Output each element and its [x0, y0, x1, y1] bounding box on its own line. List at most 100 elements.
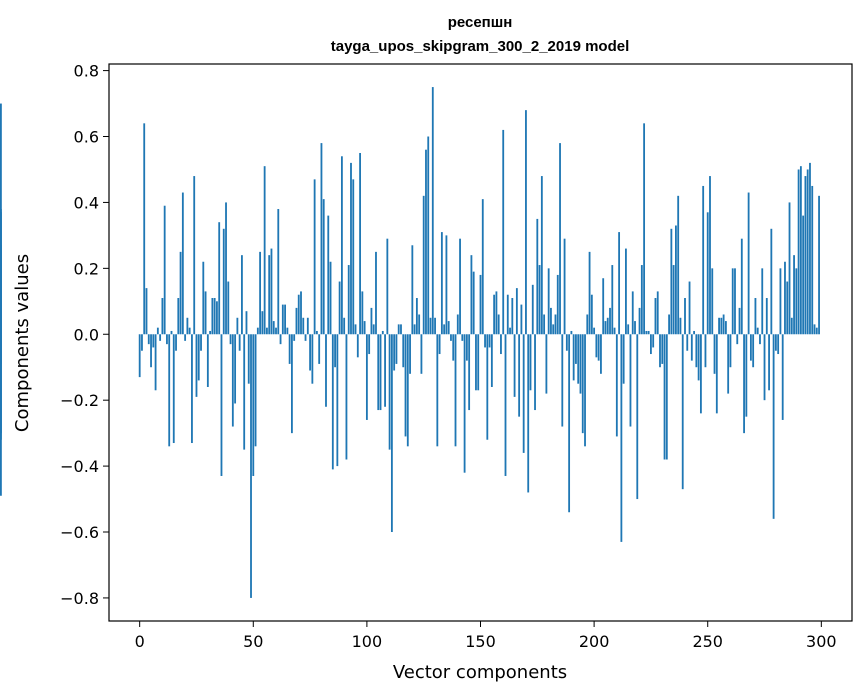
bar-151 — [481, 199, 484, 335]
bar-143 — [463, 334, 466, 473]
bar-178 — [543, 314, 546, 335]
bar-5 — [150, 334, 152, 368]
bar-296 — [811, 185, 814, 335]
bar-280 — [774, 334, 777, 351]
bar-6 — [152, 334, 155, 348]
bar-69 — [295, 307, 298, 335]
bar-282 — [779, 268, 782, 335]
bar-23 — [191, 334, 193, 444]
bar-237 — [677, 195, 680, 335]
bar-216 — [629, 334, 632, 427]
bar-46 — [243, 334, 246, 450]
chart-title: ресепшн — [448, 14, 513, 31]
bar-139 — [454, 334, 457, 447]
bar-2 — [143, 123, 146, 335]
bar-241 — [686, 334, 689, 351]
bar-262 — [734, 268, 736, 335]
bar-31 — [209, 330, 212, 335]
bar-239 — [681, 334, 684, 490]
bar-101 — [368, 334, 371, 355]
bar-196 — [584, 334, 586, 447]
bar-80 — [320, 143, 323, 335]
bar-169 — [522, 334, 525, 453]
bar-201 — [595, 334, 598, 358]
bar-253 — [713, 334, 716, 374]
bar-90 — [343, 317, 346, 335]
bar-141 — [459, 238, 461, 335]
bar-93 — [350, 162, 352, 335]
bar-79 — [318, 334, 321, 364]
bar-277 — [768, 334, 770, 391]
bar-37 — [222, 228, 225, 335]
bar-202 — [597, 334, 600, 361]
bar-94 — [352, 179, 355, 335]
x-tick-label: 150 — [465, 632, 496, 651]
bar-225 — [650, 334, 652, 355]
bar-98 — [361, 291, 364, 335]
bar-77 — [313, 179, 316, 335]
bar-115 — [400, 324, 402, 335]
bar-231 — [663, 334, 666, 460]
bar-220 — [638, 307, 641, 335]
bar-135 — [445, 235, 448, 335]
bar-126 — [425, 149, 427, 335]
bar-200 — [593, 327, 596, 335]
x-tick-label: 100 — [352, 632, 383, 651]
bar-50 — [252, 334, 255, 476]
bar-168 — [520, 304, 523, 335]
bar-108 — [384, 334, 386, 407]
bar-33 — [213, 298, 216, 335]
bar-124 — [420, 334, 423, 374]
bar-125 — [422, 195, 425, 335]
bar-236 — [675, 225, 677, 335]
bar-105 — [377, 334, 380, 411]
bar-187 — [563, 238, 566, 335]
bar-255 — [718, 317, 720, 335]
bar-227 — [654, 298, 657, 335]
bar-83 — [327, 215, 330, 335]
bar-149 — [477, 334, 480, 391]
bar-261 — [731, 268, 734, 335]
bar-58 — [270, 248, 273, 335]
bar-233 — [668, 314, 670, 335]
bar-3 — [145, 288, 148, 335]
bar-251 — [709, 176, 711, 335]
bar-208 — [611, 265, 614, 335]
bar-100 — [365, 334, 368, 420]
bar-167 — [518, 334, 521, 417]
bar-173 — [531, 284, 534, 335]
bar-102 — [370, 307, 373, 335]
bar-226 — [652, 334, 655, 348]
bar-206 — [606, 317, 609, 335]
bar-55 — [263, 166, 266, 335]
bar-229 — [659, 334, 661, 368]
bar-106 — [379, 334, 382, 411]
bar-162 — [506, 294, 509, 335]
bar-198 — [588, 251, 591, 335]
bar-238 — [679, 317, 682, 335]
bar-146 — [470, 255, 473, 335]
bar-75 — [309, 334, 311, 371]
bar-245 — [695, 334, 698, 368]
bar-222 — [643, 123, 646, 335]
bar-172 — [529, 334, 532, 391]
bar-111 — [390, 334, 393, 533]
bar-158 — [497, 314, 500, 335]
bar-81 — [322, 199, 325, 335]
bar-258 — [724, 321, 727, 335]
bar-153 — [486, 334, 489, 440]
x-tick-label: 0 — [135, 632, 145, 651]
bar-34 — [216, 301, 218, 335]
bar-181 — [550, 307, 552, 335]
bar-212 — [620, 334, 623, 542]
bar-274 — [761, 268, 764, 335]
bar-133 — [440, 232, 443, 335]
bar-35 — [218, 222, 221, 335]
bar-32 — [211, 298, 214, 335]
bar-252 — [711, 268, 714, 335]
bar-18 — [179, 251, 182, 335]
bar-123 — [418, 314, 421, 335]
bar-63 — [281, 304, 284, 335]
bar-110 — [388, 334, 391, 450]
bar-184 — [556, 274, 559, 335]
